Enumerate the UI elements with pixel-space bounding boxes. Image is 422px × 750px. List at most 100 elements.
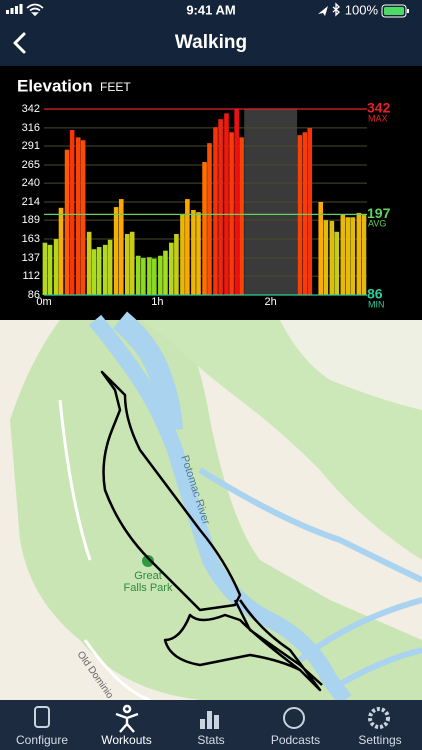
y-tick-label: 342 — [22, 103, 40, 115]
nav-title: Walking — [175, 32, 247, 53]
bar — [163, 250, 168, 295]
bar — [69, 130, 75, 295]
bar — [340, 214, 346, 295]
river — [88, 314, 352, 705]
y-tick-label: 137 — [22, 252, 40, 264]
battery-tip — [407, 9, 409, 13]
header-background — [0, 0, 422, 66]
bar — [42, 242, 48, 295]
bar — [91, 249, 97, 295]
river-upper — [112, 311, 183, 431]
bar — [158, 255, 163, 295]
y-tick-label: 189 — [22, 214, 40, 226]
bar — [302, 132, 308, 295]
tab-label[interactable]: Settings — [358, 733, 401, 747]
bar — [80, 140, 86, 295]
reference-label: MAX — [368, 113, 388, 123]
reference-value: 86 — [367, 286, 383, 302]
bar — [318, 202, 324, 295]
bar — [361, 215, 367, 295]
bar — [152, 258, 157, 295]
x-tick-label: 1h — [151, 296, 163, 308]
bar — [118, 199, 124, 295]
park-label-line: Falls Park — [124, 582, 173, 594]
bar — [96, 247, 102, 295]
bar — [334, 231, 340, 295]
back-button[interactable] — [13, 32, 26, 54]
bluetooth-icon — [332, 2, 340, 17]
bar — [297, 135, 303, 295]
bar — [329, 220, 335, 295]
tab-icon-configure — [34, 706, 50, 728]
bar — [47, 244, 53, 295]
bar — [125, 233, 130, 295]
bar — [218, 119, 223, 295]
bar — [207, 143, 212, 295]
bar — [180, 214, 185, 295]
bar — [307, 127, 313, 295]
bar — [196, 212, 201, 295]
bar — [53, 239, 59, 295]
chart-unit: FEET — [100, 80, 131, 94]
bar — [102, 244, 108, 295]
reference-value: 342 — [367, 100, 391, 116]
bar — [224, 113, 229, 295]
bar — [350, 217, 356, 295]
tab-icon-stats — [200, 711, 219, 729]
river-channels — [198, 467, 422, 693]
x-tick-label: 0m — [36, 296, 51, 308]
x-tick-label: 2h — [265, 296, 277, 308]
bar — [147, 257, 152, 295]
tab-label[interactable]: Stats — [197, 733, 224, 747]
battery-level — [384, 7, 404, 15]
wifi-icon — [26, 3, 44, 17]
y-tick-label: 163 — [22, 233, 40, 245]
location-icon — [318, 6, 328, 16]
bar — [129, 231, 135, 295]
bar — [213, 127, 218, 295]
park-label-line: Great — [134, 570, 162, 582]
bar — [64, 149, 70, 295]
y-tick-label: 316 — [22, 122, 40, 134]
bar — [113, 207, 119, 295]
tab-icon-workouts — [115, 704, 139, 733]
bar — [135, 255, 141, 295]
tab-label[interactable]: Configure — [16, 733, 68, 747]
tab-label[interactable]: Workouts — [101, 733, 151, 747]
y-tick-label: 265 — [22, 159, 40, 171]
roads — [58, 399, 151, 702]
park-pin — [142, 555, 154, 567]
battery-frame — [381, 4, 407, 18]
y-tick-label: 86 — [28, 289, 40, 301]
bar — [229, 132, 234, 295]
bar — [234, 109, 239, 295]
tab-icon-settings — [368, 707, 390, 729]
battery-percent: 100% — [345, 2, 379, 17]
bar — [191, 209, 196, 295]
bar — [356, 212, 362, 295]
bar — [169, 242, 174, 295]
tab-label[interactable]: Podcasts — [271, 733, 320, 747]
route — [100, 370, 323, 692]
bar — [174, 233, 179, 295]
tabs: Configure Workouts Stats Podcasts Settings — [16, 733, 402, 747]
bar — [323, 220, 329, 295]
bar — [58, 207, 64, 295]
y-tick-label: 112 — [22, 270, 40, 282]
bar — [107, 239, 113, 295]
reference-label: AVG — [368, 219, 386, 229]
map: Potomac River Great Falls Park Old Domin… — [0, 311, 422, 705]
bar — [185, 199, 190, 295]
bar — [75, 137, 81, 295]
chart-title: Elevation — [17, 76, 93, 95]
bar — [239, 137, 244, 295]
y-tick-label: 214 — [22, 196, 40, 208]
park-area — [10, 320, 422, 700]
status-time: 9:41 AM — [186, 2, 235, 17]
y-tick-label: 291 — [22, 140, 40, 152]
signal — [6, 4, 23, 14]
bar — [345, 217, 351, 295]
bar — [86, 231, 92, 295]
